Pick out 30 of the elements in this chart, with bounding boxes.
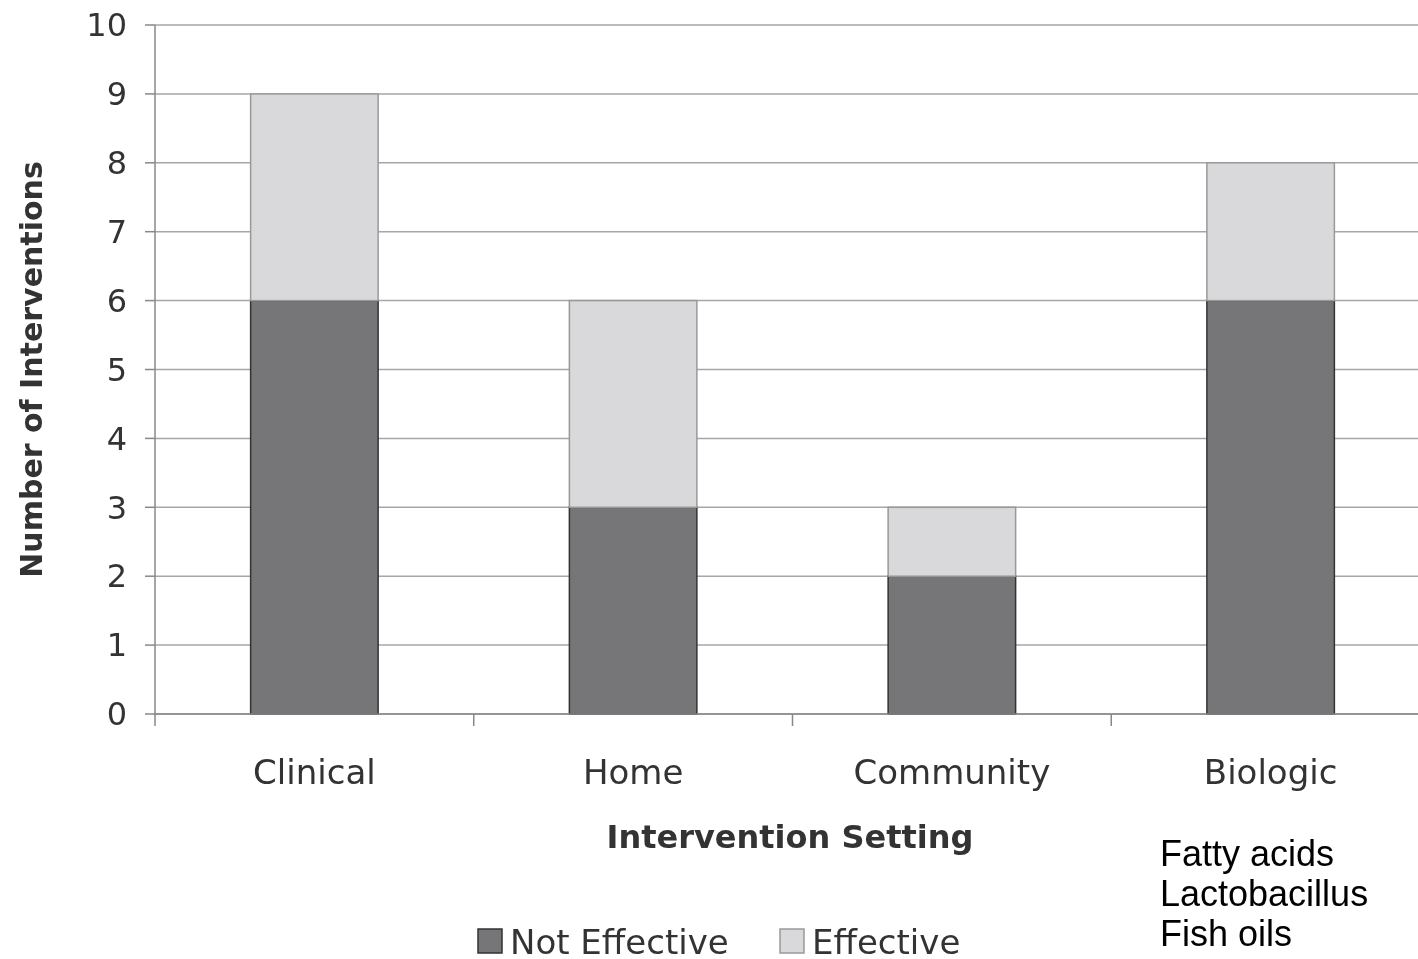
bar — [1206, 299, 1336, 715]
y-tick-label: 10 — [86, 6, 127, 45]
text: Lactobacillus — [1160, 873, 1369, 914]
x-axis-title: Intervention Setting — [606, 818, 974, 856]
bar — [887, 575, 1017, 715]
y-tick-label: 9 — [106, 75, 127, 114]
bar — [249, 93, 379, 302]
y-tick-label: 3 — [106, 488, 127, 527]
bar — [249, 299, 379, 715]
y-tick-label: 2 — [106, 557, 127, 596]
x-tick-label: Biologic — [1203, 752, 1338, 792]
text: Fish oils — [1160, 913, 1293, 954]
x-tick-label: Clinical — [253, 752, 376, 792]
legend-label: Not Effective — [510, 922, 729, 959]
bar — [887, 506, 1017, 577]
x-tick-label: Home — [582, 752, 684, 792]
bar — [1206, 162, 1336, 302]
y-tick-label: 6 — [106, 281, 127, 320]
text: Fatty acids — [1160, 833, 1335, 874]
x-tick-label: Community — [853, 752, 1051, 792]
y-tick-label: 5 — [106, 350, 127, 389]
y-tick-label: 8 — [106, 144, 127, 182]
legend-label: Effective — [812, 922, 961, 959]
y-tick-label: 0 — [106, 695, 127, 734]
y-tick-label: 4 — [106, 419, 127, 458]
bar — [568, 299, 698, 509]
y-tick-label: 7 — [106, 212, 127, 251]
bar — [568, 506, 698, 715]
y-tick-label: 1 — [106, 626, 127, 665]
y-axis-title: Number of Interventions — [14, 161, 49, 578]
